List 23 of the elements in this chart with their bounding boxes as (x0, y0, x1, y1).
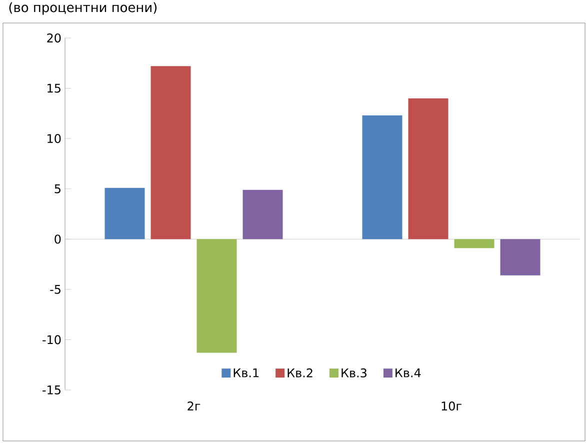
y-tick-label: 10 (48, 134, 61, 144)
y-tick-label: 15 (48, 84, 60, 93)
legend-label: Кв.4 (396, 368, 421, 378)
x-tick-label: 10г (442, 402, 462, 411)
legend-label: Кв.2 (288, 368, 312, 378)
y-tick-label: 20 (47, 33, 61, 43)
y-tick-label: 5 (54, 184, 60, 194)
y-tick-label: -10 (42, 335, 61, 344)
chart-title: (во процентни поени) (9, 2, 157, 15)
bar (104, 188, 145, 240)
y-tick-label: 0 (54, 234, 61, 244)
bar (196, 239, 237, 353)
bar (454, 239, 494, 248)
x-tick-label: 2г (188, 402, 200, 410)
y-tick-label: -15 (42, 386, 60, 394)
bar (408, 98, 448, 240)
y-tick-label: -5 (50, 284, 60, 294)
bar (362, 115, 402, 240)
bar (500, 239, 540, 276)
bar (242, 190, 283, 240)
legend-label: Кв.3 (342, 368, 366, 378)
legend-label: Кв.1 (234, 368, 258, 378)
bar (150, 66, 191, 240)
